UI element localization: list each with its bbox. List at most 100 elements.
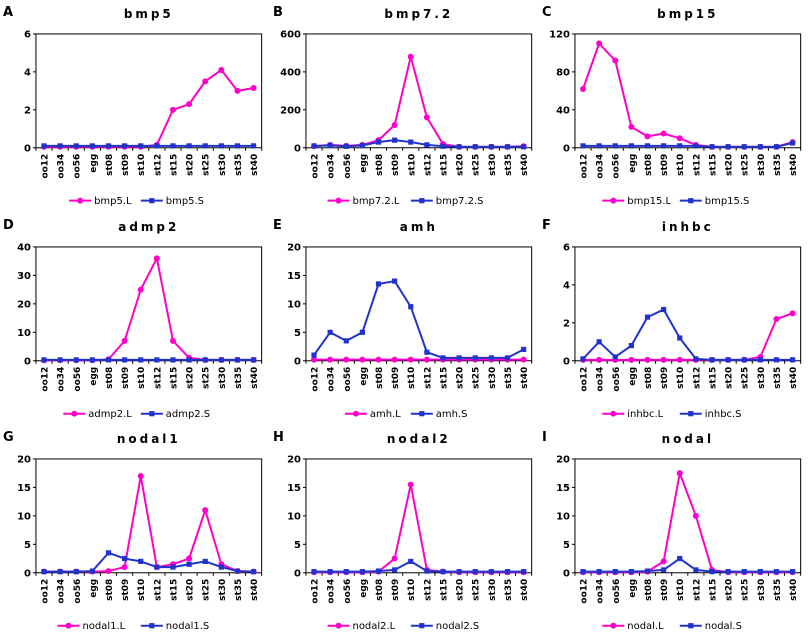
x-tick-label: st10 [137, 154, 147, 176]
series-marker-amh.S [472, 354, 478, 361]
series-marker-admp2.S [218, 356, 224, 363]
series-marker-bmp5.S [57, 143, 63, 149]
y-tick-label: 4 [24, 67, 31, 78]
series-marker-bmp7.2.S [327, 142, 333, 149]
panel-label: B [273, 5, 283, 20]
y-tick-label: 6 [24, 29, 31, 40]
x-tick-label: st35 [234, 154, 244, 176]
series-marker-nodal2.S [407, 559, 414, 565]
x-tick-label: oo34 [57, 154, 67, 179]
panel-label: F [542, 218, 551, 233]
series-marker-nodal.S [774, 569, 780, 575]
legend-label: nodal2.S [435, 622, 478, 633]
y-tick-label: 10 [17, 327, 31, 338]
series-marker-admp2.S [41, 356, 47, 363]
series-marker-bmp15.L [677, 135, 684, 142]
series-marker-amh.S [359, 329, 365, 335]
x-tick-label: st12 [423, 579, 433, 601]
series-marker-amh.S [327, 329, 333, 335]
x-tick-label: oo12 [310, 579, 320, 604]
series-marker-nodal2.S [504, 569, 510, 575]
series-marker-amh.L [375, 356, 382, 363]
panel-label: C [542, 5, 552, 20]
legend: amh.L amh.S [344, 409, 467, 420]
x-tick-label: st40 [250, 154, 260, 176]
panel-label: A [3, 5, 13, 20]
y-tick-label: 0 [294, 143, 301, 154]
legend-label: nodal.L [628, 622, 665, 633]
series-marker-bmp5.L [218, 66, 225, 73]
series-marker-admp2.S [89, 356, 95, 363]
series-marker-amh.S [407, 303, 414, 309]
series-marker-bmp7.2.L [407, 53, 414, 60]
series-marker-nodal1.S [138, 559, 144, 565]
series-marker-bmp5.S [154, 143, 160, 149]
x-tick-label: st35 [773, 366, 783, 388]
series-marker-bmp5.S [170, 143, 176, 149]
x-tick-label: st10 [407, 154, 417, 176]
legend-marker-circle [71, 410, 78, 417]
series-marker-amh.S [391, 278, 397, 284]
series-marker-bmp15.S [645, 143, 651, 149]
series-marker-inhbc.L [677, 356, 684, 363]
series-marker-inhbc.L [660, 356, 667, 363]
series-marker-bmp5.S [73, 143, 79, 149]
chart-title: bmp7.2 [384, 7, 453, 21]
chart-title: inhbc [662, 220, 714, 234]
series-marker-bmp7.2.S [488, 144, 494, 150]
chart-title: nodal2 [387, 432, 451, 446]
series-marker-bmp7.2.S [456, 144, 462, 150]
series-marker-bmp15.L [644, 133, 651, 140]
x-tick-label: st20 [725, 154, 735, 176]
series-marker-bmp7.2.S [520, 144, 526, 150]
x-tick-label: st15 [709, 579, 719, 601]
y-tick-label: 400 [280, 67, 301, 78]
x-tick-label: egg [359, 154, 369, 173]
y-tick-label: 4 [563, 280, 570, 291]
series-marker-amh.L [326, 356, 333, 363]
series-marker-inhbc.S [661, 306, 667, 312]
panel-label: I [542, 430, 547, 445]
series-marker-inhbc.L [789, 310, 796, 316]
x-tick-label: st09 [391, 154, 401, 176]
x-tick-label: st35 [504, 366, 514, 388]
series-marker-nodal.S [629, 569, 635, 575]
series-marker-nodal1.S [170, 564, 176, 571]
x-tick-label: st10 [677, 154, 687, 176]
x-tick-label: st15 [709, 366, 719, 388]
x-tick-label: st08 [105, 579, 115, 601]
plot-area [35, 33, 263, 149]
x-tick-label: oo12 [580, 154, 590, 179]
series-marker-bmp5.L [169, 106, 176, 113]
series-marker-bmp15.S [580, 143, 586, 149]
x-tick-label: st08 [105, 154, 115, 176]
y-tick-label: 40 [17, 242, 31, 253]
series-marker-inhbc.S [645, 314, 651, 320]
x-tick-label: st10 [407, 366, 417, 388]
x-tick-label: st30 [218, 579, 228, 601]
series-marker-admp2.L [169, 337, 176, 344]
legend-marker-circle [610, 197, 617, 204]
series-marker-nodal2.S [456, 569, 462, 575]
series-marker-nodal1.S [105, 550, 112, 556]
panel-label: E [273, 218, 282, 233]
series-marker-nodal1.L [202, 507, 209, 514]
series-marker-nodal.S [758, 569, 764, 575]
series-marker-inhbc.S [741, 356, 748, 363]
series-marker-admp2.S [138, 356, 144, 363]
x-tick-label: oo56 [342, 366, 352, 391]
x-tick-label: oo56 [612, 579, 622, 604]
x-tick-label: st30 [218, 366, 228, 388]
x-tick-label: st09 [660, 579, 670, 601]
series-line-nodal1.S [44, 552, 254, 573]
series-marker-nodal.S [709, 569, 715, 575]
series-marker-nodal1.S [218, 564, 224, 571]
y-tick-label: 0 [294, 569, 301, 580]
